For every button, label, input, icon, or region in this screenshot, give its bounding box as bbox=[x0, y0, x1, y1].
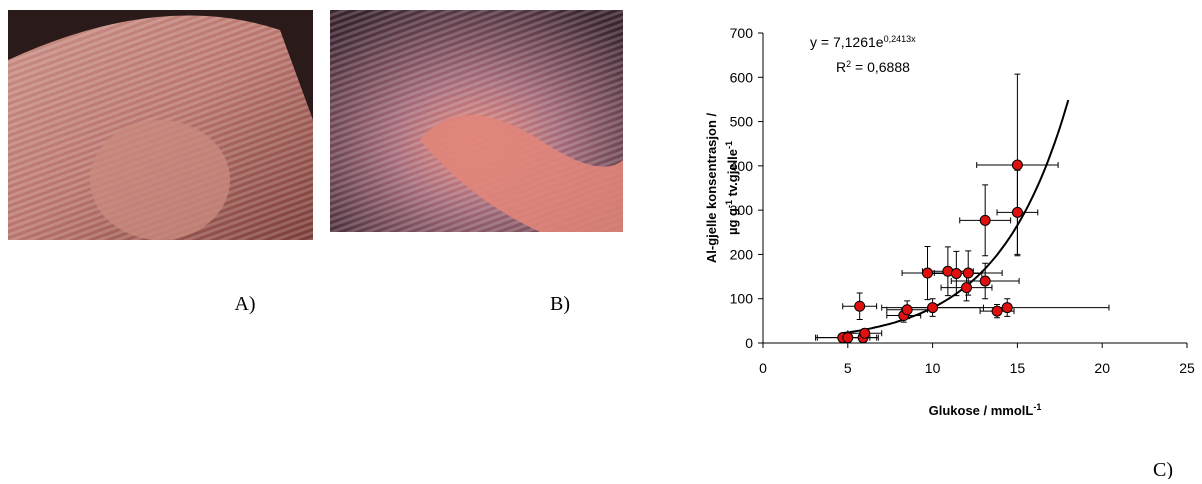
x-tick-label: 5 bbox=[844, 360, 852, 376]
y-axis-label: Al-gjelle konsentrasjon / bbox=[704, 112, 719, 263]
data-point bbox=[1011, 206, 1023, 218]
superscript: -1 bbox=[1033, 402, 1041, 412]
y-tick-label: 500 bbox=[730, 114, 754, 130]
data-point bbox=[922, 267, 934, 279]
superscript: 2 bbox=[846, 59, 851, 69]
y-tick-label: 600 bbox=[730, 69, 754, 85]
label-part: = 0,6888 bbox=[851, 59, 910, 75]
trendline-equation: y = 7,1261e0,2413x bbox=[810, 34, 916, 50]
label-part: Glukose / mmolL bbox=[929, 403, 1034, 418]
superscript: -1 bbox=[724, 200, 734, 208]
panel-label: A) bbox=[234, 293, 255, 315]
panel-label: C) bbox=[1153, 459, 1173, 479]
superscript: 0,2413x bbox=[884, 34, 917, 44]
photo-b bbox=[330, 10, 623, 232]
x-tick-label: 0 bbox=[759, 360, 767, 376]
data-point bbox=[927, 302, 939, 314]
y-tick-label: 400 bbox=[730, 158, 754, 174]
trendline bbox=[840, 99, 1070, 335]
y-axis-label: µg g-1 tv.gjelle-1 bbox=[724, 141, 740, 235]
label-part: R bbox=[836, 59, 846, 75]
y-tick-label: 0 bbox=[745, 335, 753, 351]
superscript: -1 bbox=[724, 141, 734, 149]
x-tick-label: 10 bbox=[925, 360, 941, 376]
x-axis-label: Glukose / mmolL-1 bbox=[929, 402, 1042, 418]
panel-label: B) bbox=[550, 293, 570, 315]
photo-a bbox=[8, 10, 313, 241]
x-tick-label: 25 bbox=[1179, 360, 1195, 376]
label-part: µg g bbox=[725, 208, 740, 235]
data-point bbox=[842, 332, 854, 344]
data-point bbox=[979, 214, 991, 226]
data-point bbox=[979, 275, 991, 287]
data-point bbox=[854, 300, 866, 312]
data-point bbox=[961, 282, 973, 294]
data-point bbox=[1001, 302, 1013, 314]
data-point bbox=[1011, 159, 1023, 171]
label-part: tv.gjelle bbox=[725, 149, 740, 200]
x-tick-label: 20 bbox=[1094, 360, 1110, 376]
r-squared: R2 = 0,6888 bbox=[836, 59, 910, 75]
y-tick-label: 700 bbox=[730, 25, 754, 41]
data-point bbox=[859, 327, 871, 339]
y-tick-label: 200 bbox=[730, 246, 754, 262]
data-point bbox=[950, 267, 962, 279]
y-tick-label: 100 bbox=[730, 291, 754, 307]
label-part: y = 7,1261e bbox=[810, 34, 884, 50]
data-point bbox=[991, 305, 1003, 317]
data-point bbox=[962, 267, 974, 279]
x-tick-label: 15 bbox=[1010, 360, 1026, 376]
y-tick-label: 300 bbox=[730, 202, 754, 218]
data-point bbox=[901, 304, 913, 316]
